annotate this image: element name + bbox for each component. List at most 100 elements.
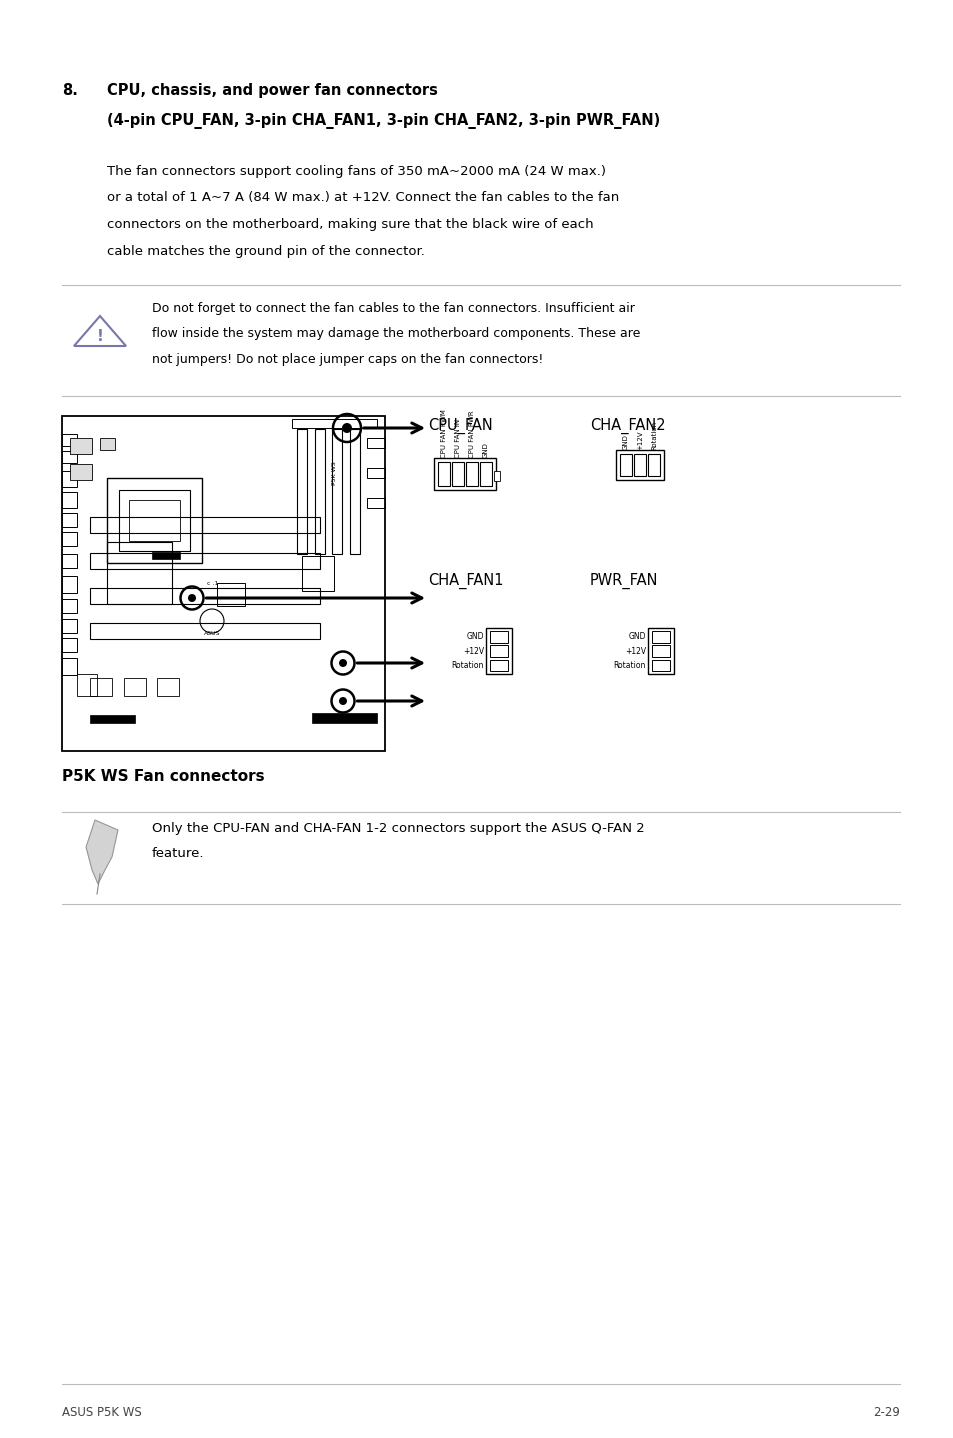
Bar — [62, 492, 77, 508]
Bar — [296, 429, 307, 554]
Text: cable matches the ground pin of the connector.: cable matches the ground pin of the conn… — [107, 244, 424, 257]
Bar — [367, 439, 385, 449]
Text: connectors on the motherboard, making sure that the black wire of each: connectors on the motherboard, making su… — [107, 219, 593, 232]
Bar — [490, 631, 507, 643]
Text: Rotation: Rotation — [650, 421, 657, 450]
Bar — [490, 646, 507, 657]
Text: GND: GND — [466, 633, 483, 641]
Bar — [619, 454, 631, 476]
Bar — [314, 429, 324, 554]
Bar — [90, 554, 319, 569]
Text: c .1: c .1 — [207, 581, 218, 587]
Bar — [349, 429, 359, 554]
Text: GND: GND — [628, 633, 645, 641]
Bar — [129, 500, 180, 541]
Text: +12V: +12V — [624, 647, 645, 656]
Bar — [124, 677, 146, 696]
Text: CHA_FAN2: CHA_FAN2 — [589, 418, 665, 434]
Bar — [651, 631, 669, 643]
Circle shape — [188, 594, 195, 603]
Text: CPU FAN PWM: CPU FAN PWM — [440, 410, 447, 457]
Bar — [107, 477, 202, 564]
Bar — [90, 623, 319, 638]
Bar — [292, 418, 376, 429]
Text: +12V: +12V — [462, 647, 483, 656]
Text: +12V: +12V — [637, 430, 642, 450]
Bar — [62, 554, 77, 568]
Text: (4-pin CPU_FAN, 3-pin CHA_FAN1, 3-pin CHA_FAN2, 3-pin PWR_FAN): (4-pin CPU_FAN, 3-pin CHA_FAN1, 3-pin CH… — [107, 114, 659, 129]
Bar — [437, 462, 449, 486]
Text: CHA_FAN1: CHA_FAN1 — [428, 572, 503, 590]
Text: !: ! — [96, 329, 103, 345]
Text: GND: GND — [622, 434, 628, 450]
Text: Rotation: Rotation — [613, 661, 645, 670]
Text: 8.: 8. — [62, 83, 78, 98]
Bar — [90, 588, 319, 604]
Bar — [62, 532, 77, 546]
Bar — [634, 454, 645, 476]
Bar — [70, 439, 91, 454]
Circle shape — [341, 423, 352, 433]
Bar — [152, 552, 180, 559]
Bar — [616, 450, 663, 480]
Text: CPU_FAN: CPU_FAN — [428, 418, 493, 434]
Bar — [62, 659, 77, 674]
Bar — [90, 715, 135, 723]
Bar — [62, 577, 77, 592]
Text: Rotation: Rotation — [451, 661, 483, 670]
Text: flow inside the system may damage the motherboard components. These are: flow inside the system may damage the mo… — [152, 328, 639, 341]
Text: The fan connectors support cooling fans of 350 mA~2000 mA (24 W max.): The fan connectors support cooling fans … — [107, 165, 605, 178]
Bar — [485, 628, 512, 674]
Bar — [216, 582, 245, 605]
Bar — [651, 660, 669, 672]
Bar — [157, 677, 179, 696]
Bar — [648, 454, 659, 476]
Bar — [107, 542, 172, 604]
Text: CPU FAN PWR: CPU FAN PWR — [469, 410, 475, 457]
Bar — [332, 429, 341, 554]
Text: Do not forget to connect the fan cables to the fan connectors. Insufficient air: Do not forget to connect the fan cables … — [152, 302, 634, 315]
Bar — [466, 462, 477, 486]
Text: feature.: feature. — [152, 847, 204, 860]
Text: GND: GND — [482, 441, 489, 457]
Circle shape — [338, 659, 347, 667]
Bar — [90, 677, 112, 696]
Text: CPU, chassis, and power fan connectors: CPU, chassis, and power fan connectors — [107, 83, 437, 98]
Text: CPU FAN IN: CPU FAN IN — [455, 418, 460, 457]
Bar — [62, 434, 77, 446]
Bar — [494, 472, 499, 480]
Polygon shape — [86, 820, 118, 884]
Bar — [312, 713, 376, 723]
Bar — [479, 462, 491, 486]
Bar — [90, 518, 319, 533]
Bar — [490, 660, 507, 672]
Text: P5K WS Fan connectors: P5K WS Fan connectors — [62, 769, 264, 784]
Bar — [651, 646, 669, 657]
Text: 2-29: 2-29 — [872, 1406, 899, 1419]
Bar — [367, 498, 385, 508]
Text: not jumpers! Do not place jumper caps on the fan connectors!: not jumpers! Do not place jumper caps on… — [152, 352, 543, 367]
Text: ASUS: ASUS — [204, 631, 220, 636]
Text: ASUS P5K WS: ASUS P5K WS — [62, 1406, 142, 1419]
Bar — [62, 600, 77, 613]
Bar — [647, 628, 673, 674]
Bar — [62, 416, 385, 751]
Bar — [302, 557, 334, 591]
Bar — [100, 439, 115, 450]
Bar — [77, 674, 97, 696]
Bar — [62, 513, 77, 526]
Text: P5K WS: P5K WS — [331, 462, 336, 485]
Bar — [62, 618, 77, 633]
Circle shape — [338, 697, 347, 705]
Text: PWR_FAN: PWR_FAN — [589, 572, 658, 590]
Bar — [62, 452, 77, 463]
Text: or a total of 1 A~7 A (84 W max.) at +12V. Connect the fan cables to the fan: or a total of 1 A~7 A (84 W max.) at +12… — [107, 191, 618, 204]
Text: Only the CPU-FAN and CHA-FAN 1-2 connectors support the ASUS Q-FAN 2: Only the CPU-FAN and CHA-FAN 1-2 connect… — [152, 823, 644, 835]
Bar — [452, 462, 463, 486]
Bar — [434, 457, 496, 490]
Bar — [119, 490, 190, 551]
Bar — [367, 467, 385, 477]
Bar — [70, 464, 91, 480]
Bar — [62, 472, 77, 487]
Bar — [62, 638, 77, 651]
